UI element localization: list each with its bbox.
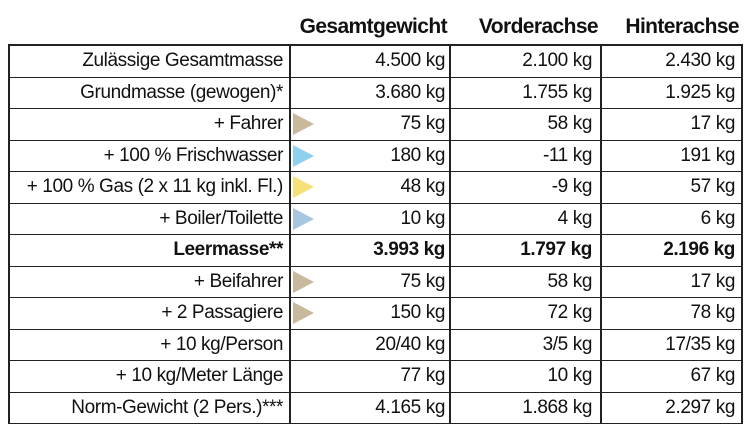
row-label: Norm-Gewicht (2 Pers.)***: [8, 392, 291, 424]
total-weight-cell: 75 kg: [290, 108, 451, 141]
person-marker-icon: [293, 270, 314, 293]
rear-axle-cell: 6 kg: [601, 203, 743, 235]
front-axle-cell: 1.797 kg: [450, 234, 602, 267]
row-label: Zulässige Gesamtmasse: [8, 44, 291, 78]
rear-axle-cell: 1.925 kg: [601, 77, 743, 109]
header-front-axle: Vorderachse: [478, 15, 599, 38]
front-axle-cell: -9 kg: [450, 171, 602, 204]
table-row: + Boiler/Toilette 10 kg 4 kg 6 kg: [8, 203, 743, 235]
person-marker-icon: [293, 113, 314, 136]
total-weight-cell: 3.680 kg: [290, 77, 451, 109]
row-label: + 10 kg/Meter Länge: [8, 360, 291, 393]
front-axle-cell: 72 kg: [450, 297, 602, 330]
front-axle-cell: 1.868 kg: [450, 392, 602, 424]
gas-marker-icon: [293, 176, 314, 199]
total-weight-value: 4.165 kg: [375, 396, 445, 418]
rear-axle-cell: 17 kg: [601, 108, 743, 141]
total-weight-value: 4.500 kg: [375, 50, 445, 72]
rear-axle-cell: 17 kg: [601, 266, 743, 298]
front-axle-cell: 1.755 kg: [450, 77, 602, 109]
front-axle-cell: 10 kg: [450, 360, 602, 393]
total-weight-value: 3.993 kg: [373, 239, 445, 261]
table-row: Zulässige Gesamtmasse 4.500 kg 2.100 kg 2.4…: [8, 44, 743, 78]
rear-axle-cell: 191 kg: [601, 140, 743, 172]
row-label: Grundmasse (gewogen)*: [8, 77, 291, 109]
boiler-marker-icon: [293, 207, 314, 230]
table-row: + 100 % Gas (2 x 11 kg inkl. Fl.) 48 kg -9…: [8, 171, 743, 204]
header-total-weight: Gesamtgewicht: [299, 15, 448, 38]
total-weight-cell: 4.165 kg: [290, 392, 451, 424]
table-row: Norm-Gewicht (2 Pers.)*** 4.165 kg 1.868 k…: [8, 392, 743, 424]
row-label: + Beifahrer: [8, 266, 291, 298]
row-label: + Fahrer: [8, 108, 291, 141]
front-axle-cell: 58 kg: [450, 108, 602, 141]
table-row: + 10 kg/Meter Länge 77 kg 10 kg 67 kg: [8, 360, 743, 393]
row-label: Leermasse**: [8, 234, 291, 267]
table-row: Grundmasse (gewogen)* 3.680 kg 1.755 kg 1.9…: [8, 77, 743, 109]
rear-axle-cell: 2.196 kg: [601, 234, 743, 267]
rear-axle-cell: 78 kg: [601, 297, 743, 330]
water-marker-icon: [293, 144, 314, 167]
header-rear-axle: Hinterachse: [625, 15, 739, 38]
total-weight-value: 77 kg: [400, 365, 446, 387]
rear-axle-cell: 2.430 kg: [601, 44, 743, 78]
row-label: + 10 kg/Person: [8, 329, 291, 361]
table-header-row: Gesamtgewicht Vorderachse Hinterachse: [9, 10, 742, 45]
table-row: + 10 kg/Person 20/40 kg 3/5 kg 17/35 kg: [8, 329, 743, 361]
total-weight-cell: 77 kg: [290, 360, 451, 393]
rear-axle-cell: 2.297 kg: [601, 392, 743, 424]
total-weight-cell: 48 kg: [290, 171, 451, 204]
table-row: + Beifahrer 75 kg 58 kg 17 kg: [8, 266, 743, 298]
total-weight-value: 10 kg: [400, 207, 446, 229]
total-weight-cell: 4.500 kg: [290, 44, 451, 78]
row-label: + 100 % Frischwasser: [8, 140, 291, 172]
table-row: + Fahrer 75 kg 58 kg 17 kg: [8, 108, 743, 141]
rear-axle-cell: 57 kg: [601, 171, 743, 204]
front-axle-cell: -11 kg: [450, 140, 602, 172]
front-axle-cell: 58 kg: [450, 266, 602, 298]
total-weight-value: 3.680 kg: [375, 81, 445, 103]
front-axle-cell: 2.100 kg: [450, 44, 602, 78]
rear-axle-cell: 17/35 kg: [601, 329, 743, 361]
total-weight-cell: 10 kg: [290, 203, 451, 235]
front-axle-cell: 3/5 kg: [450, 329, 602, 361]
total-weight-cell: 3.993 kg: [290, 234, 451, 267]
table-body: Zulässige Gesamtmasse 4.500 kg 2.100 kg 2.4…: [8, 44, 743, 424]
total-weight-cell: 75 kg: [290, 266, 451, 298]
rear-axle-cell: 67 kg: [601, 360, 743, 393]
total-weight-value: 180 kg: [390, 144, 445, 166]
total-weight-cell: 180 kg: [290, 140, 451, 172]
total-weight-value: 48 kg: [400, 176, 446, 198]
total-weight-value: 75 kg: [400, 113, 446, 135]
row-label: + 2 Passagiere: [8, 297, 291, 330]
header-empty: [9, 10, 290, 45]
weight-table: Gesamtgewicht Vorderachse Hinterachse Zu…: [8, 10, 743, 424]
total-weight-value: 150 kg: [390, 302, 445, 324]
table-row: Leermasse** 3.993 kg 1.797 kg 2.196 kg: [8, 234, 743, 267]
total-weight-value: 20/40 kg: [375, 333, 445, 355]
total-weight-cell: 150 kg: [290, 297, 451, 330]
person-marker-icon: [293, 302, 314, 325]
total-weight-value: 75 kg: [400, 270, 446, 292]
front-axle-cell: 4 kg: [450, 203, 602, 235]
total-weight-cell: 20/40 kg: [290, 329, 451, 361]
table-row: + 100 % Frischwasser 180 kg -11 kg 191 kg: [8, 140, 743, 172]
table-row: + 2 Passagiere 150 kg 72 kg 78 kg: [8, 297, 743, 330]
row-label: + Boiler/Toilette: [8, 203, 291, 235]
row-label: + 100 % Gas (2 x 11 kg inkl. Fl.): [8, 171, 291, 204]
